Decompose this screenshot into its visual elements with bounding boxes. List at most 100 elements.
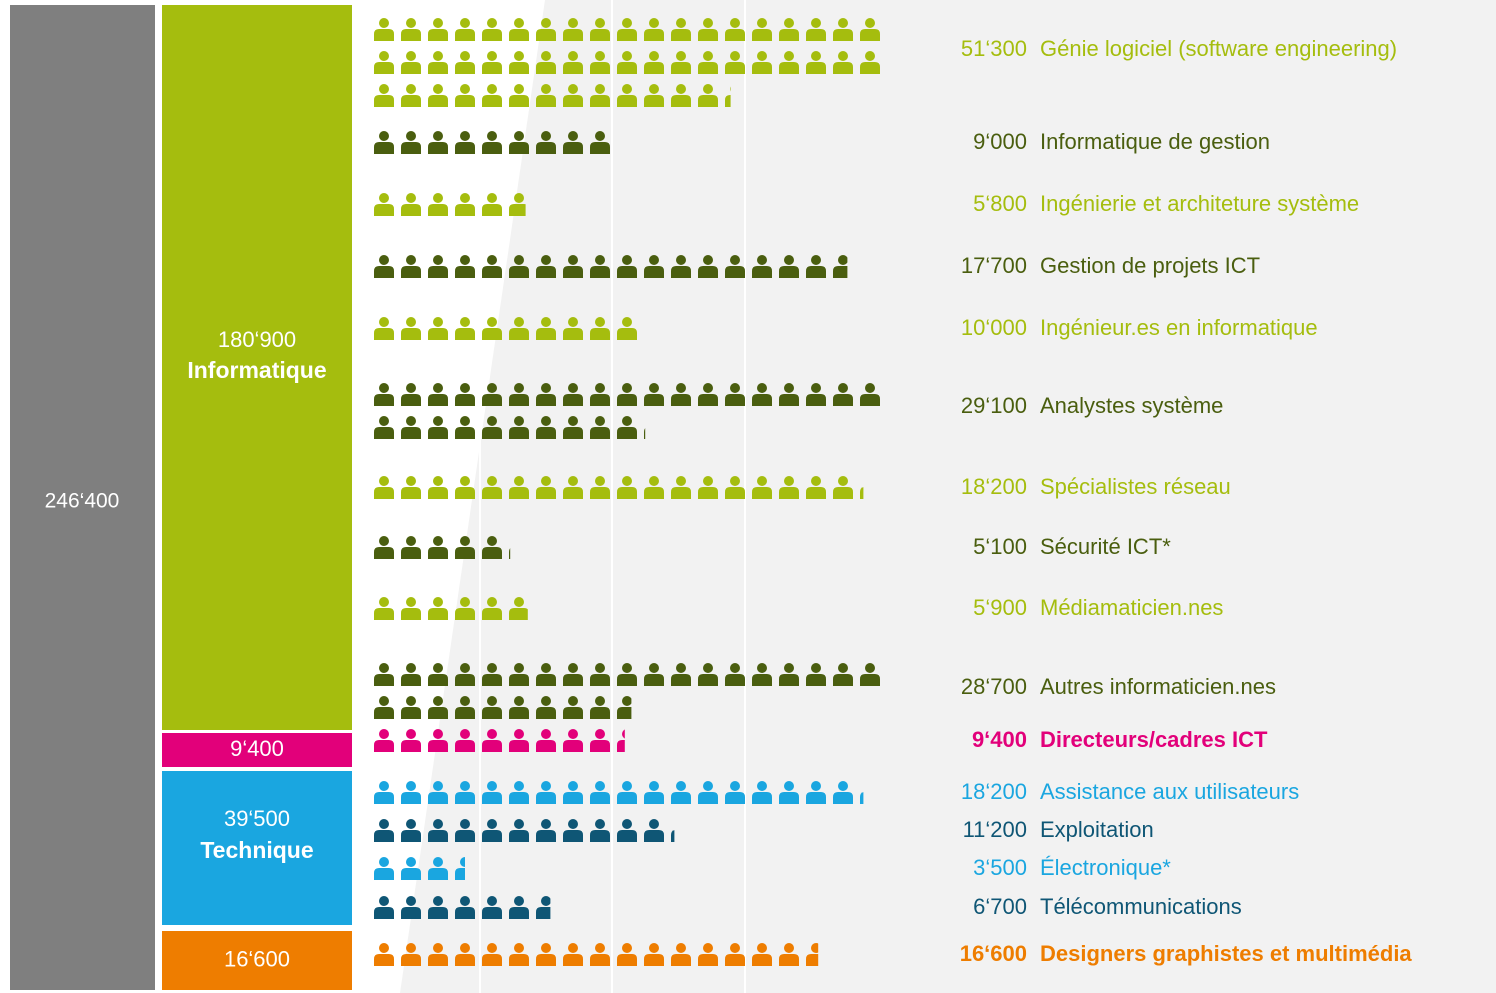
- pictogram-row: [374, 476, 864, 499]
- icon-head: [487, 663, 497, 673]
- icon-head: [757, 383, 767, 393]
- person-icon: [401, 476, 421, 499]
- icon-body: [428, 792, 448, 804]
- icon-body: [509, 608, 528, 620]
- icon-head: [568, 663, 578, 673]
- icon-body: [455, 868, 465, 880]
- person-icon: [455, 416, 475, 439]
- icon-head: [379, 255, 389, 265]
- person-icon: [401, 416, 421, 439]
- person-icon: [428, 663, 448, 686]
- total-bar: [10, 5, 155, 990]
- person-icon: [590, 383, 610, 406]
- icon-head: [541, 255, 551, 265]
- person-icon: [725, 255, 745, 278]
- category-label: Génie logiciel (software engineering): [1040, 36, 1397, 61]
- value-label: 10‘000: [961, 315, 1027, 340]
- icon-head: [838, 255, 848, 265]
- icon-body: [374, 95, 394, 107]
- icon-head: [460, 943, 470, 953]
- icon-body: [644, 394, 664, 406]
- icon-body: [752, 487, 772, 499]
- icon-body: [671, 62, 691, 74]
- icon-head: [379, 18, 389, 28]
- icon-body: [617, 954, 637, 966]
- icon-body: [590, 674, 610, 686]
- icon-head: [568, 476, 578, 486]
- person-icon: [617, 51, 637, 74]
- icon-head: [541, 696, 551, 706]
- person-icon: [590, 416, 610, 439]
- icon-head: [676, 943, 686, 953]
- icon-head: [514, 696, 524, 706]
- person-icon: [644, 428, 646, 439]
- icon-head: [487, 896, 497, 906]
- icon-head: [406, 943, 416, 953]
- icon-body: [482, 954, 502, 966]
- icon-head: [487, 317, 497, 327]
- person-icon: [536, 781, 556, 804]
- icon-body: [725, 29, 745, 41]
- person-icon: [374, 476, 394, 499]
- icon-head: [649, 383, 659, 393]
- person-icon: [644, 18, 664, 41]
- person-icon: [590, 51, 610, 74]
- person-icon: [536, 943, 556, 966]
- icon-body: [617, 740, 625, 752]
- person-icon: [482, 416, 502, 439]
- person-icon: [644, 943, 664, 966]
- person-icon: [509, 663, 529, 686]
- icon-body: [536, 487, 556, 499]
- person-icon: [590, 781, 610, 804]
- person-icon: [779, 663, 799, 686]
- person-icon: [482, 943, 502, 966]
- icon-body: [374, 142, 394, 154]
- person-icon: [833, 663, 853, 686]
- icon-head: [433, 317, 443, 327]
- icon-head: [703, 663, 713, 673]
- group-bar: [162, 771, 352, 925]
- icon-head: [460, 317, 470, 327]
- value-label: 28‘700: [961, 674, 1027, 699]
- category-label: Gestion de projets ICT: [1040, 253, 1260, 278]
- total-label: 246‘400: [45, 490, 120, 513]
- icon-body: [482, 142, 502, 154]
- icon-body: [509, 394, 529, 406]
- person-icon: [401, 18, 421, 41]
- icon-body: [536, 29, 556, 41]
- person-icon: [617, 781, 637, 804]
- person-icon: [482, 383, 502, 406]
- icon-head: [568, 317, 578, 327]
- icon-body: [752, 62, 772, 74]
- icon-head: [487, 131, 497, 141]
- icon-head: [487, 476, 497, 486]
- icon-body: [644, 674, 664, 686]
- person-icon: [428, 383, 448, 406]
- icon-body: [698, 394, 718, 406]
- icon-head: [811, 18, 821, 28]
- icon-head: [406, 131, 416, 141]
- person-icon: [374, 193, 394, 216]
- icon-head: [622, 255, 632, 265]
- person-icon: [779, 476, 799, 499]
- icon-body: [509, 707, 529, 719]
- icon-body: [563, 29, 583, 41]
- person-icon: [401, 383, 421, 406]
- icon-head: [433, 696, 443, 706]
- pictogram-row: [374, 131, 610, 154]
- person-icon: [563, 476, 583, 499]
- person-icon: [428, 416, 448, 439]
- icon-body: [482, 792, 502, 804]
- person-icon: [563, 317, 583, 340]
- icon-body: [806, 266, 826, 278]
- icon-head: [541, 383, 551, 393]
- icon-body: [806, 62, 826, 74]
- person-icon: [509, 131, 529, 154]
- icon-body: [374, 608, 394, 620]
- icon-body: [455, 740, 475, 752]
- icon-head: [406, 597, 416, 607]
- person-icon: [455, 597, 475, 620]
- icon-body: [536, 740, 556, 752]
- icon-body: [860, 792, 864, 804]
- person-icon: [401, 896, 421, 919]
